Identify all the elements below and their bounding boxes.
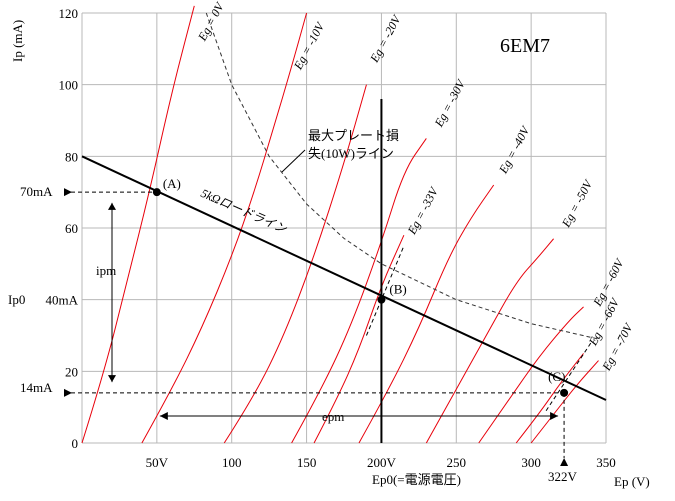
ipm-arrowhead-up (108, 202, 116, 210)
grid-voltage-curves (81, 5, 599, 444)
operating-point-dot (560, 388, 569, 397)
y-tick-label: 0 (72, 436, 79, 451)
x322-arrowhead (560, 458, 569, 466)
curve-label: Eg = -40V (496, 123, 533, 177)
y-tick-labels: 0 20 40mA 60 80 100 120 (46, 6, 79, 451)
y14-label: 14mA (20, 380, 53, 395)
y14-arrowhead (64, 388, 72, 397)
curve-line (313, 234, 405, 444)
curve-line (515, 353, 584, 444)
operating-point-dot (152, 188, 161, 197)
max-dissipation-curve (205, 12, 599, 340)
curve-line (223, 84, 367, 444)
y70-arrowhead (64, 188, 72, 197)
curve-line (81, 5, 195, 444)
ipm-label: ipm (96, 263, 116, 278)
curve-line (358, 184, 495, 444)
curve-label: Eg = -50V (558, 177, 595, 231)
x-tick-labels: 50V 100 150 200V 250 300 350 (146, 455, 616, 470)
tangent-b (365, 245, 405, 336)
operating-point-label: (B) (389, 282, 406, 297)
curve-line (478, 306, 584, 444)
ep0-label: Ep0(=電源電圧) (372, 472, 461, 487)
operating-points: (A) (B) (C) (152, 176, 569, 397)
x-tick-label: 50V (146, 455, 169, 470)
curve-line (291, 138, 427, 444)
operating-point-label: (C) (548, 369, 565, 384)
x-tick-label: 350 (596, 455, 616, 470)
load-line (81, 155, 607, 401)
dissipation-label-line2: 失(10W)ライン (308, 146, 394, 161)
curve-line (425, 238, 554, 444)
dissipation-label-line1: 最大プレート損 (308, 128, 399, 143)
x-tick-label: 300 (521, 455, 541, 470)
x-tick-label: 200V (367, 455, 397, 470)
y-tick-label: 40mA (46, 293, 79, 308)
y70-label: 70mA (20, 184, 53, 199)
operating-point-label: (A) (163, 176, 181, 191)
ipm-arrowhead-down (108, 375, 116, 383)
chart-title: 6EM7 (500, 35, 550, 57)
x-axis-label: Ep (V) (614, 474, 650, 489)
x-tick-label: 150 (297, 455, 317, 470)
dashed-guides (64, 149, 592, 466)
y-tick-label: 20 (65, 364, 78, 379)
operating-point-dot (377, 295, 386, 304)
y-tick-label: 100 (59, 78, 79, 93)
epm-arrowhead-left (159, 412, 168, 420)
curve-line (530, 360, 599, 444)
y-axis-label: Ip (mA) (10, 20, 25, 62)
curve-line (141, 12, 308, 444)
grid (81, 12, 607, 444)
x322-label: 322V (548, 469, 578, 484)
curve-label: Eg = -10V (290, 19, 327, 73)
y-tick-label: 80 (65, 149, 78, 164)
curve-label: Eg = -20V (367, 12, 404, 66)
y-tick-label: 120 (59, 6, 79, 21)
epm-label: epm (322, 409, 344, 424)
x-tick-label: 250 (447, 455, 467, 470)
curve-label: Eg = -33V (404, 184, 441, 238)
x-tick-label: 100 (222, 455, 242, 470)
curve-label: Eg = 0V (195, 0, 228, 44)
ip0-label: Ip0 (8, 292, 25, 307)
y-tick-label: 60 (65, 221, 78, 236)
load-line-label: 5kΩロードライン (199, 186, 290, 237)
epm-arrowhead-right (550, 412, 559, 420)
dissipation-leader (281, 149, 306, 173)
